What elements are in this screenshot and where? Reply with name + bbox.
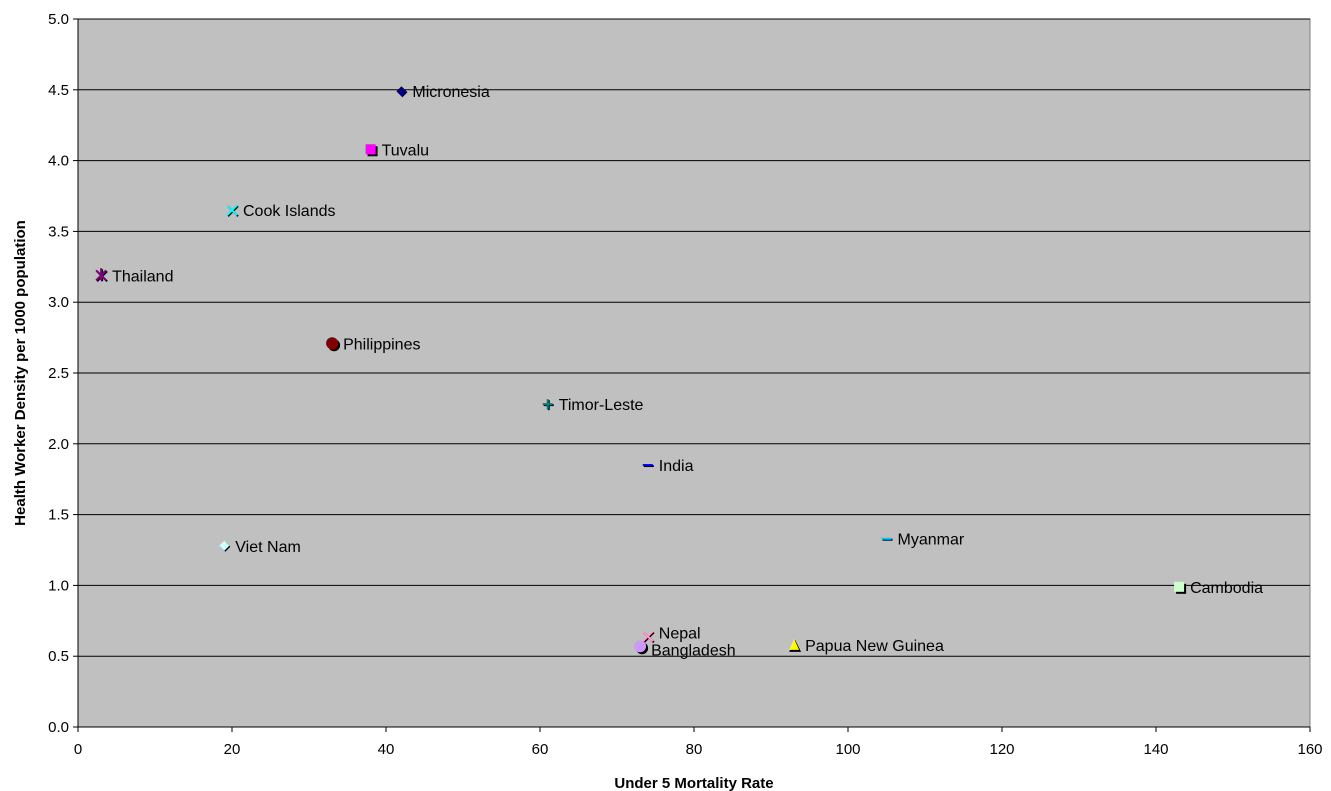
- data-point-myanmar: Myanmar: [881, 532, 965, 549]
- x-tick-label: 160: [1297, 741, 1322, 758]
- point-marker: [789, 638, 800, 650]
- x-tick-label: 80: [686, 741, 703, 758]
- point-marker: [326, 337, 339, 350]
- point-label: Tuvalu: [382, 142, 429, 159]
- y-tick-label: 5.0: [48, 11, 69, 28]
- y-axis-title: Health Worker Density per 1000 populatio…: [12, 220, 29, 526]
- x-tick-label: 40: [378, 741, 395, 758]
- y-tick-label: 3.5: [48, 223, 69, 240]
- y-tick-label: 2.5: [48, 365, 69, 382]
- y-tick-label: 0.5: [48, 648, 69, 665]
- point-label: Bangladesh: [651, 642, 736, 659]
- point-label: Viet Nam: [235, 539, 301, 556]
- x-tick-label: 20: [224, 741, 241, 758]
- data-point-tuvalu: Tuvalu: [365, 142, 429, 159]
- point-marker: [95, 268, 107, 282]
- x-tick-label: 0: [74, 741, 82, 758]
- point-marker: [542, 399, 553, 410]
- x-axis-title: Under 5 Mortality Rate: [614, 775, 773, 791]
- point-label: Cook Islands: [243, 203, 336, 220]
- y-tick-label: 4.0: [48, 153, 69, 170]
- point-marker: [365, 144, 376, 155]
- y-axis-ticks: 0.0 0.5 1.0 1.5 2.0 2.5 3.0 3.5 4.0 4.5 5.0: [48, 11, 78, 736]
- y-tick-label: 1.5: [48, 507, 69, 524]
- data-points: Micronesia Tuvalu Cook Islands Thailand Phil…: [95, 84, 1263, 659]
- point-marker: [1174, 581, 1185, 592]
- x-tick-label: 120: [989, 741, 1014, 758]
- x-tick-label: 140: [1143, 741, 1168, 758]
- point-label: Myanmar: [898, 532, 965, 549]
- point-marker: [226, 204, 238, 216]
- data-point-bangladesh: Bangladesh: [634, 640, 736, 659]
- point-label: Micronesia: [412, 84, 489, 101]
- y-tick-label: 2.0: [48, 436, 69, 453]
- data-point-philippines: Philippines: [326, 336, 420, 353]
- point-marker: [396, 86, 407, 97]
- point-label: Cambodia: [1190, 580, 1263, 597]
- y-tick-label: 1.0: [48, 577, 69, 594]
- data-point-nepal: Nepal: [642, 625, 701, 644]
- point-label: Thailand: [112, 268, 173, 285]
- x-tick-label: 100: [835, 741, 860, 758]
- data-point-timor-leste: Timor-Leste: [542, 397, 644, 414]
- x-tick-label: 60: [532, 741, 549, 758]
- data-point-cook-islands: Cook Islands: [226, 203, 336, 220]
- point-label: Papua New Guinea: [805, 638, 944, 655]
- point-label: India: [659, 458, 694, 475]
- data-point-micronesia: Micronesia: [396, 84, 490, 101]
- point-label: Nepal: [659, 625, 701, 642]
- point-label: Philippines: [343, 336, 420, 353]
- y-tick-label: 4.5: [48, 82, 69, 99]
- data-point-papua-new-guinea: Papua New Guinea: [789, 638, 944, 655]
- data-point-india: India: [642, 458, 694, 475]
- y-tick-label: 3.0: [48, 294, 69, 311]
- data-point-viet-nam: Viet Nam: [219, 539, 301, 556]
- y-tick-label: 0.0: [48, 719, 69, 736]
- point-marker: [219, 540, 230, 551]
- x-axis-ticks: 0 20 40 60 80 100 120 140 160: [74, 727, 1323, 758]
- data-point-thailand: Thailand: [95, 268, 173, 285]
- data-point-cambodia: Cambodia: [1174, 580, 1263, 597]
- point-marker: [642, 630, 654, 643]
- point-label: Timor-Leste: [559, 397, 644, 414]
- point-marker: [634, 640, 647, 653]
